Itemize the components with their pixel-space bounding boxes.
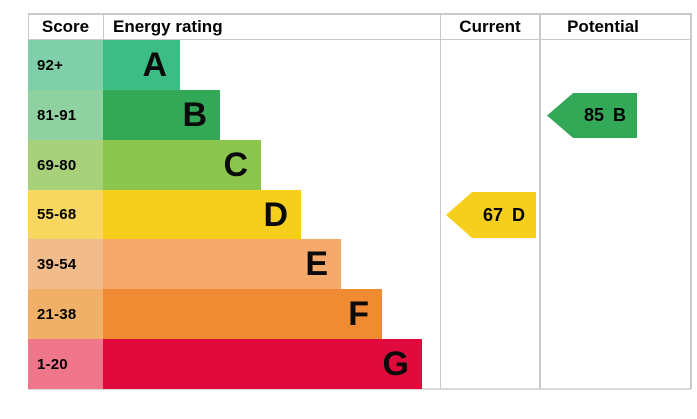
header-energy-rating: Energy rating (113, 17, 223, 36)
score-range-label: 21-38 (28, 289, 103, 339)
grid-header-underline (28, 38, 691, 40)
rating-band-letter: A (142, 46, 167, 84)
band-row-a: 92+ A (28, 40, 691, 90)
score-range-label: 81-91 (28, 90, 103, 140)
rating-band-letter: D (263, 195, 288, 234)
current-score-value: 67 (482, 204, 504, 225)
band-row-f: 21-38 F (28, 289, 691, 339)
rating-band-letter: F (348, 295, 369, 333)
band-row-g: 1-20 G (28, 339, 691, 389)
header-potential: Potential (567, 17, 639, 36)
potential-rating-letter: B (613, 105, 627, 125)
grid-vline-right (690, 13, 692, 389)
score-range-label: 39-54 (28, 239, 103, 289)
potential-score-value: 85 (583, 105, 605, 125)
rating-band-letter: G (382, 345, 409, 383)
score-range-label: 1-20 (28, 339, 103, 389)
rating-band-bar: D (103, 190, 301, 239)
rating-band-letter: B (182, 96, 207, 134)
grid-top-border (28, 13, 691, 15)
rating-band-bar: G (103, 339, 422, 389)
band-row-c: 69-80 C (28, 140, 691, 190)
score-range-label: 92+ (28, 40, 103, 90)
rating-band-bar: C (103, 140, 261, 190)
rating-band-letter: C (223, 146, 248, 184)
current-rating-letter: D (512, 204, 526, 225)
band-row-e: 39-54 E (28, 239, 691, 289)
rating-band-bar: A (103, 40, 180, 90)
grid-vline-left (27, 13, 29, 40)
grid-vline-current (439, 13, 441, 389)
score-range-label: 55-68 (28, 190, 103, 239)
grid-vline-score (102, 13, 104, 40)
grid-vline-potential (539, 13, 541, 389)
rating-band-bar: B (103, 90, 220, 140)
rating-band-bar: F (103, 289, 382, 339)
header-score: Score (41, 17, 90, 36)
rating-band-bar: E (103, 239, 341, 289)
score-range-label: 69-80 (28, 140, 103, 190)
rating-band-letter: E (305, 245, 328, 283)
band-row-d: 55-68 D (28, 190, 691, 239)
header-current: Current (459, 17, 521, 36)
band-row-b: 81-91 B (28, 90, 691, 140)
